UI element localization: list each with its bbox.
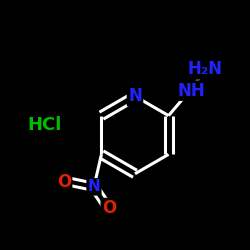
Text: N: N <box>88 179 100 194</box>
Text: O: O <box>57 173 71 191</box>
Text: NH: NH <box>178 82 206 100</box>
Text: O: O <box>102 199 116 217</box>
Text: HCl: HCl <box>28 116 62 134</box>
Text: H₂N: H₂N <box>187 60 222 78</box>
Text: N: N <box>128 87 142 105</box>
